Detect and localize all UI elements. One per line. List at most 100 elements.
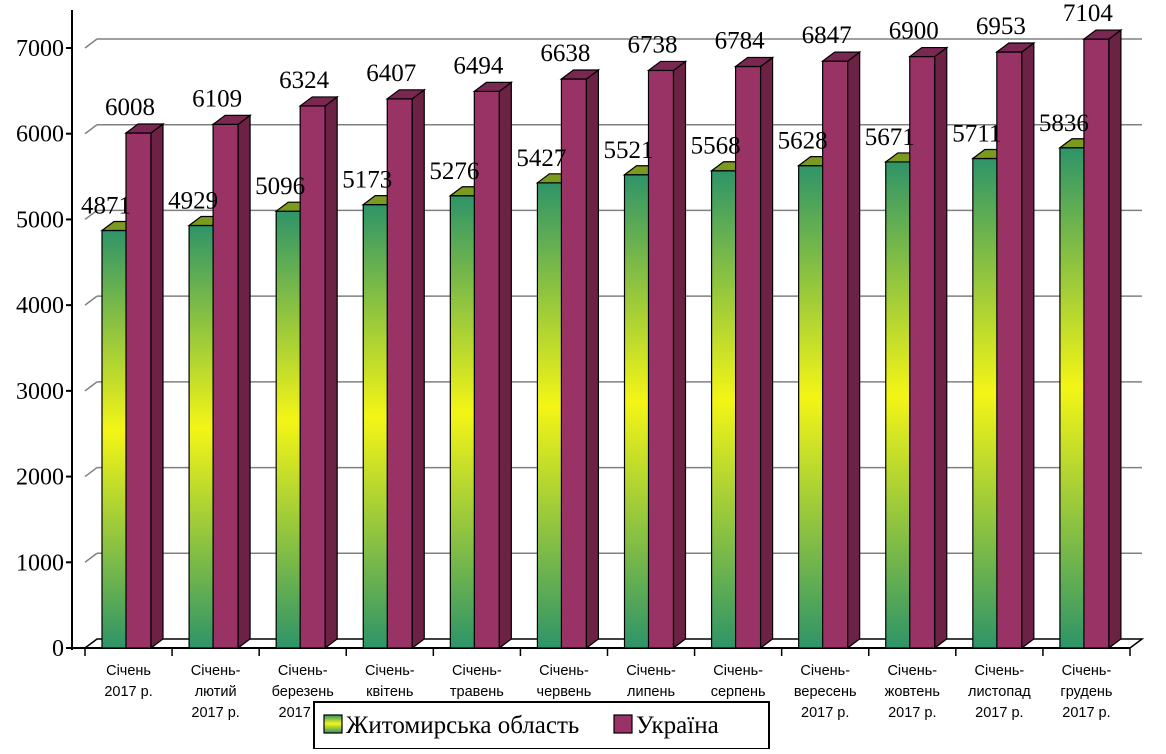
x-tick-label-line: 2017 р.: [191, 705, 239, 721]
x-tick-label-line: 2017 р.: [1062, 705, 1110, 721]
bar-ukraine-top: [907, 46, 949, 58]
bar-zhytomyr-front: [1059, 147, 1086, 649]
grid-line: [84, 295, 98, 306]
x-tick-label-line: червень: [537, 684, 592, 700]
bar-ukraine-front: [822, 60, 849, 649]
data-label-zhytomyr: 5568: [691, 133, 741, 160]
bar-ukraine: [733, 56, 775, 650]
x-tick-label-line: 2017 р.: [888, 705, 936, 721]
y-tick-label: 0: [52, 636, 64, 662]
legend-label-ukraine: Україна: [636, 712, 719, 739]
bar-ukraine-top: [298, 96, 339, 107]
data-label-ukraine: 6784: [715, 28, 766, 55]
grid-line: [84, 466, 98, 478]
bar-ukraine-top: [559, 69, 601, 80]
data-label-zhytomyr: 5173: [342, 167, 392, 194]
data-label-zhytomyr: 5628: [778, 128, 828, 155]
bar-ukraine-side: [934, 46, 948, 650]
data-label-zhytomyr: 5427: [516, 145, 566, 172]
bar-zhytomyr-front: [101, 229, 128, 649]
bar-ukraine: [907, 46, 949, 650]
bar-ukraine-side: [1108, 28, 1122, 650]
bar-ukraine: [298, 95, 339, 650]
bar-zhytomyr-front: [188, 224, 215, 649]
bar-ukraine-side: [847, 50, 861, 650]
data-label-zhytomyr: 4929: [168, 188, 218, 215]
bar-zhytomyr: [187, 215, 228, 650]
bar-ukraine-top: [385, 89, 427, 100]
data-label-ukraine: 7104: [1063, 0, 1114, 27]
x-tick-label: Січень-лютий 2017 р.: [191, 663, 241, 721]
data-label-zhytomyr: 5836: [1039, 110, 1089, 137]
y-tick-label: 4000: [16, 293, 64, 319]
x-tick-label-line: березень: [272, 684, 334, 700]
bar-ukraine-top: [820, 51, 862, 62]
grid-line: [84, 552, 98, 563]
data-label-zhytomyr: 5096: [255, 173, 305, 200]
bar-ukraine: [472, 81, 514, 650]
bar-zhytomyr-front: [798, 165, 825, 649]
bar-ukraine-top: [124, 123, 165, 134]
bar-ukraine-top: [995, 42, 1036, 53]
x-tick-label-line: Січень-: [278, 663, 328, 679]
x-tick-label-line: Січень-: [626, 663, 676, 679]
x-tick-label-line: листопад: [968, 684, 1031, 700]
x-tick-label-line: Січень-: [452, 663, 502, 679]
legend: Житомирська область Україна: [313, 701, 770, 750]
grid-line: [84, 38, 98, 49]
x-tick-label-line: Січень-: [713, 663, 763, 679]
x-tick-label-line: травень: [450, 684, 504, 700]
grid-line: [84, 381, 98, 392]
bar-ukraine: [995, 41, 1036, 650]
bar-ukraine: [1082, 28, 1123, 650]
bar-ukraine: [385, 88, 427, 650]
grid-line: [84, 209, 98, 221]
x-tick-label-line: 2017 р.: [104, 684, 152, 700]
x-tick-label-line: Січень-: [191, 663, 241, 679]
x-tick-label-line: квітень: [366, 684, 413, 700]
data-label-ukraine: 6738: [628, 31, 678, 58]
bar-ukraine-side: [1021, 41, 1035, 650]
bar-zhytomyr-front: [972, 157, 999, 649]
x-tick-label: Січень-листопад 2017 р.: [968, 663, 1031, 721]
x-tick-label-line: Січень-: [1062, 663, 1112, 679]
bar-zhytomyr-front: [275, 210, 302, 649]
bar-ukraine: [646, 60, 688, 650]
bar-ukraine-top: [1082, 29, 1123, 40]
bar-ukraine: [211, 114, 252, 650]
bar-ukraine-front: [996, 51, 1023, 649]
bar-ukraine-side: [324, 95, 338, 650]
bar-ukraine-side: [585, 68, 600, 650]
x-tick-label-line: Січень-: [539, 663, 589, 679]
x-tick-label: Січень-вересень 2017 р.: [794, 663, 857, 721]
y-tick-label: 6000: [16, 122, 64, 148]
y-tick-label: 1000: [16, 550, 64, 576]
x-tick-label-line: Січень: [106, 663, 151, 679]
x-tick-label-line: 2017 р.: [801, 705, 849, 721]
bar-ukraine-side: [411, 88, 425, 650]
x-tick-label-line: Січень-: [800, 663, 850, 679]
bar-ukraine-top: [733, 56, 775, 68]
bar-ukraine: [124, 122, 165, 650]
x-tick-label-line: лютий: [195, 684, 237, 700]
data-label-zhytomyr: 5711: [952, 120, 1001, 147]
data-label-ukraine: 6900: [889, 18, 939, 45]
bar-zhytomyr-front: [623, 174, 651, 649]
data-label-ukraine: 6953: [976, 13, 1026, 40]
grid-line: [84, 124, 98, 135]
x-tick-label-line: Січень-: [975, 663, 1025, 679]
data-label-ukraine: 6407: [366, 60, 416, 87]
x-tick-label-line: грудень: [1060, 684, 1112, 700]
y-tick-label: 3000: [16, 379, 64, 405]
legend-swatch-zhytomyr: [323, 714, 343, 734]
data-label-ukraine: 6109: [192, 85, 242, 112]
bar-ukraine: [559, 68, 601, 650]
bar-ukraine-side: [498, 81, 512, 650]
bar-ukraine-side: [759, 56, 774, 650]
y-tick-label: 2000: [16, 465, 64, 491]
data-label-zhytomyr: 5521: [604, 137, 654, 164]
x-tick-label: Січень 2017 р.: [104, 663, 152, 700]
bar-ukraine-side: [237, 114, 251, 650]
bar-ukraine-front: [560, 78, 588, 649]
